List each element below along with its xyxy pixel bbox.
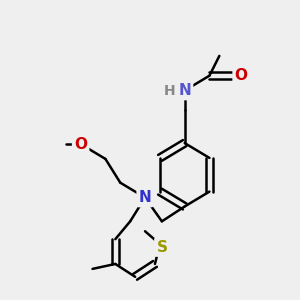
Text: O: O	[235, 68, 248, 83]
Text: N: N	[178, 83, 191, 98]
Text: H: H	[164, 84, 176, 98]
Text: O: O	[74, 136, 87, 152]
Text: S: S	[156, 240, 167, 255]
Text: N: N	[139, 190, 152, 205]
